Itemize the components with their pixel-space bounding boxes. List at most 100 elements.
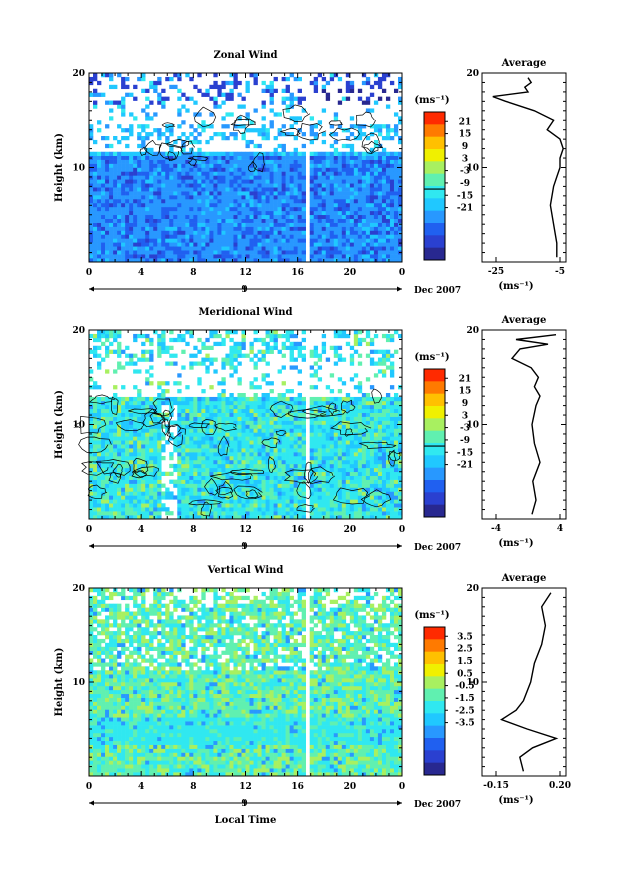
profile-y-tick-label: 10 [466,678,479,688]
date-label: Dec 2007 [414,800,461,810]
colorbar-swatch [424,455,445,469]
profile-title: Average [501,315,547,326]
date-arrow-right [397,800,402,806]
date-arrow-right [397,543,402,549]
colorbar-swatch [424,701,445,714]
colorbar-swatch [424,198,445,212]
x-tick-label: 12 [239,268,252,278]
colorbar-swatch [424,480,445,493]
profile-title: Average [501,58,547,69]
colorbar-swatch [424,504,445,518]
axis-ticks [88,587,403,777]
average-profile: Average 20 10 -25 -5 (ms⁻¹) [466,58,567,292]
colorbar-swatch [424,381,445,395]
average-profile: Average 20 10 -4 4 (ms⁻¹) [466,315,567,549]
profile-frame [481,72,567,263]
colorbar [423,626,448,776]
profile-x-axis-label: (ms⁻¹) [498,281,533,292]
colorbar-swatch [424,725,445,739]
colorbar-tick-label: 15 [459,387,472,397]
colorbar-swatch [424,639,445,653]
profile-x-axis-label: (ms⁻¹) [498,795,533,806]
profile-title: Average [501,573,547,584]
date-label: Dec 2007 [414,543,461,553]
x-tick-label: 4 [138,782,144,792]
colorbar-units: (ms⁻¹) [414,352,449,363]
colorbar-tick-label: -9 [460,436,470,446]
colorbar-tick-label: -1.5 [455,694,474,704]
profile-line [492,77,564,258]
colorbar-frame [423,626,446,776]
colorbar-tick-label: 3.5 [457,632,473,642]
profile-x-axis-label: (ms⁻¹) [498,538,533,549]
colorbar-swatch [424,688,445,702]
profile-x-tick-label: -4 [491,524,501,534]
x-tick-label: 8 [190,268,196,278]
axis-ticks [88,72,403,263]
colorbar-tick-label: -3 [460,424,470,434]
colorbar-swatch [424,369,445,382]
profile-y-tick-label: 20 [466,584,479,594]
colorbar-swatch [424,406,445,419]
axis-ticks [88,329,403,520]
profile-frame [481,587,567,777]
date-arrow-left [89,286,94,292]
colorbar-tick-label: 2.5 [457,645,473,655]
profile-x-tick-label: 0.20 [549,781,571,791]
colorbar-swatch [424,738,445,751]
average-profile: Average 20 10 -0.15 0.20 (ms⁻¹) [466,573,570,806]
colorbar-tick-label: 0.5 [457,669,473,679]
colorbar-tick-label: 9 [462,142,468,152]
colorbar-swatch [424,418,445,432]
colorbar-swatch [424,651,445,665]
colorbar-swatch [424,223,445,236]
colorbar-tick-label: 3 [462,154,468,164]
date-label: Dec 2007 [414,286,461,296]
colorbar-tick-label: -2.5 [455,706,474,716]
colorbar-tick-label: -9 [460,179,470,189]
x-tick-label: 0 [86,782,92,792]
colorbar-swatch [424,430,445,444]
x-tick-label: 4 [138,268,144,278]
x-tick-label: 0 [399,782,405,792]
panel-2: Meridional Wind 0 4 8 12 16 20 0 20 10 Height (km)… [54,307,567,553]
y-axis-label: Height (km) [54,133,65,202]
colorbar-swatch [424,186,445,199]
profile-frame [481,329,567,520]
x-tick-label: 0 [86,525,92,535]
colorbar-tick-label: -3.5 [455,719,474,729]
colorbar-tick-label: -21 [457,204,473,214]
panel-title: Zonal Wind [213,50,277,61]
x-tick-label: 0 [399,525,405,535]
colorbar-swatch [424,235,445,249]
profile-x-tick-label: -5 [555,267,565,277]
x-tick-label: 4 [138,525,144,535]
panel-3: Vertical Wind 0 4 8 12 16 20 0 20 10 Height (km) 9 D… [54,565,571,826]
colorbar-swatch [424,161,445,175]
colorbar-frame [423,111,446,261]
x-tick-label: 12 [239,525,252,535]
date-arrow-right [397,286,402,292]
y-tick-label: 20 [72,326,85,336]
heatmap-cells [89,330,403,520]
colorbar-tick-label: 3 [462,411,468,421]
heatmap-cells [89,73,403,263]
colorbar-swatch [424,210,445,224]
date-tick-label: 9 [241,542,247,552]
profile-y-tick-label: 20 [466,69,479,79]
colorbar-tick-label: 15 [459,130,472,140]
colorbar-swatch [424,173,445,187]
colorbar-swatch [424,492,445,506]
y-tick-label: 10 [72,678,85,688]
colorbar-swatch [424,467,445,481]
date-arrow-left [89,543,94,549]
colorbar-tick-label: -15 [457,191,473,201]
colorbar-frame [423,368,446,518]
x-tick-label: 8 [190,782,196,792]
panel-title: Meridional Wind [198,307,292,318]
profile-y-tick-label: 10 [466,164,479,174]
colorbar-swatch [424,750,445,764]
colorbar-tick-label: 1.5 [457,657,473,667]
date-arrow-left [89,800,94,806]
